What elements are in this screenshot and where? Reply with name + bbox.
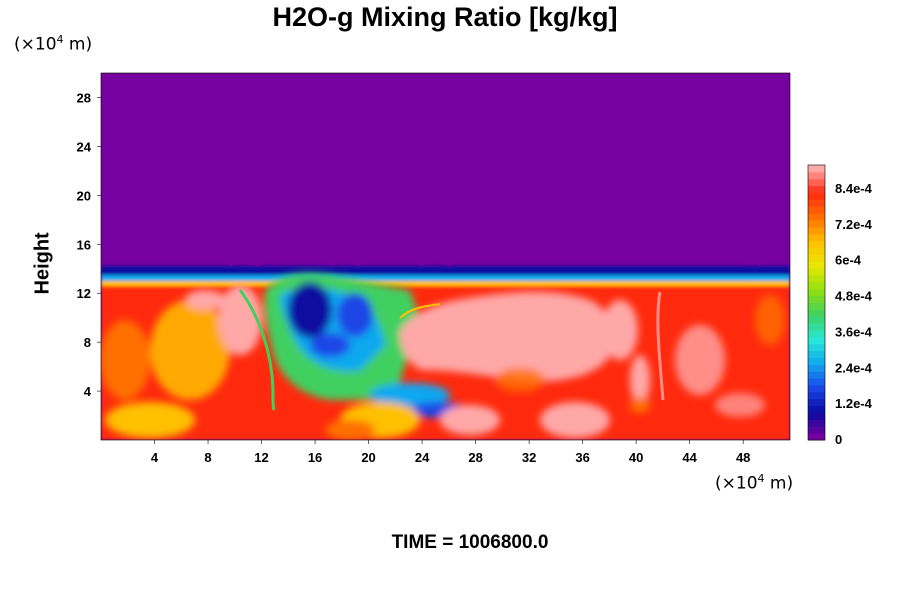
x-tick-label: 40 [629,450,643,465]
y-tick-label: 28 [77,90,91,105]
x-tick-label: 12 [254,450,268,465]
colorbar-segment [808,206,825,214]
x-tick-label: 36 [575,450,589,465]
colorbar-segment [808,309,825,317]
colorbar-segment [808,419,825,427]
colorbar-segment [808,275,825,283]
y-tick-label: 12 [77,286,91,301]
colorbar-tick-label: 2.4e-4 [835,360,873,375]
y-tick-label: 24 [77,139,92,154]
colorbar-segment [808,405,825,413]
x-tick-label: 20 [361,450,375,465]
colorbar-segment [808,316,825,324]
colorbar-segment [808,171,825,180]
colorbar-segment [808,343,825,352]
colorbar-segment [808,357,825,365]
colorbar-segment [808,281,825,290]
colorbar-segment [808,226,825,235]
x-tick-label: 24 [415,450,430,465]
colorbar-segment [808,233,825,242]
colorbar-tick-label: 7.2e-4 [835,217,873,232]
colorbar [807,164,826,441]
colorbar-tick-label: 3.6e-4 [835,324,873,339]
colorbar-segment [808,336,825,345]
colorbar-tick-label: 4.8e-4 [835,289,873,304]
colorbar-segment [808,398,825,407]
colorbar-segment [808,192,825,200]
colorbar-segment [808,220,825,228]
y-tick-label: 8 [84,335,91,350]
colorbar-segment [808,330,825,338]
colorbar-segment [808,385,825,393]
colorbar-segment [808,295,825,303]
colorbar-segment [808,165,825,173]
colorbar-segment [808,323,825,331]
colorbar-ticks: 0 1.2e-4 2.4e-4 3.6e-4 4.8e-4 6e-4 7.2e-4 8.4e-… [835,181,873,447]
colorbar-segment [808,213,825,221]
y-ticks: 4 8 12 16 20 24 28 [77,90,101,399]
colorbar-tick-label: 8.4e-4 [835,181,873,196]
colorbar-segment [808,288,825,297]
colorbar-segment [808,268,825,276]
colorbar-segment [808,378,825,386]
time-label: TIME = 1006800.0 [391,532,549,553]
colorbar-frame [807,164,826,441]
y-tick-label: 20 [77,188,91,203]
colorbar-tick-label: 6e-4 [835,253,862,268]
colorbar-segment [808,364,825,372]
x-ticks: 4 8 12 16 20 24 28 32 36 40 44 48 [151,440,750,465]
colorbar-segment [808,412,825,420]
colorbar-segment [808,247,825,255]
x-tick-label: 4 [151,450,159,465]
y-tick-label: 16 [77,237,91,252]
colorbar-segment [808,426,825,434]
x-tick-label: 48 [736,450,750,465]
colorbar-segment [808,199,825,207]
colorbar-segment [808,185,825,193]
colorbar-segment [808,178,825,187]
x-tick-label: 32 [522,450,536,465]
x-axis-unit: (×104 m) [715,472,794,494]
x-tick-label: 16 [308,450,322,465]
plot-frame [100,72,791,441]
x-tick-label: 28 [468,450,482,465]
colorbar-segment [808,391,825,400]
colorbar-tick-label: 0 [835,432,842,447]
colorbar-segment [808,371,825,379]
colorbar-segment [808,302,825,310]
colorbar-tick-label: 1.2e-4 [835,396,873,411]
y-tick-label: 4 [84,384,92,399]
heatmap-field [101,73,790,440]
colorbar-segment [808,254,825,262]
colorbar-segment [808,433,825,441]
x-tick-label: 44 [682,450,697,465]
colorbar-segment [808,240,825,248]
chart-title: H2O-g Mixing Ratio [kg/kg] [272,2,618,32]
x-tick-label: 8 [204,450,211,465]
colorbar-segment [808,261,825,269]
y-axis-unit: (×104 m) [14,33,93,55]
colorbar-segment [808,350,825,358]
